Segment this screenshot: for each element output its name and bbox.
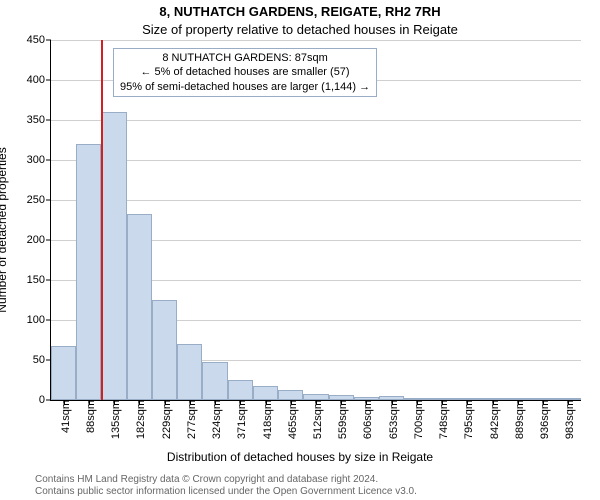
x-tick-label: 842sqm: [485, 400, 501, 439]
credit-line-1: Contains HM Land Registry data © Crown c…: [35, 474, 417, 486]
x-tick-label: 418sqm: [258, 400, 274, 439]
gridline: [51, 40, 581, 41]
x-tick-label: 559sqm: [333, 400, 349, 439]
x-tick-label: 88sqm: [81, 400, 97, 433]
histogram-bar: [127, 214, 152, 400]
x-tick-label: 983sqm: [560, 400, 576, 439]
histogram-bar: [253, 386, 278, 400]
x-tick-label: 465sqm: [283, 400, 299, 439]
y-tick-label: 400: [27, 74, 51, 86]
page-title: 8, NUTHATCH GARDENS, REIGATE, RH2 7RH: [0, 4, 600, 19]
x-tick-label: 889sqm: [510, 400, 526, 439]
histogram-bar: [101, 112, 126, 400]
credit-text: Contains HM Land Registry data © Crown c…: [35, 474, 417, 498]
chart-subtitle: Size of property relative to detached ho…: [0, 22, 600, 37]
x-axis-label: Distribution of detached houses by size …: [0, 450, 600, 464]
histogram-bar: [177, 344, 202, 400]
x-tick-label: 748sqm: [434, 400, 450, 439]
histogram-bar: [152, 300, 177, 400]
y-tick-label: 450: [27, 34, 51, 46]
plot-area: 8 NUTHATCH GARDENS: 87sqm ← 5% of detach…: [50, 40, 581, 401]
y-tick-label: 350: [27, 114, 51, 126]
x-tick-label: 41sqm: [56, 400, 72, 433]
annotation-line-3: 95% of semi-detached houses are larger (…: [120, 80, 370, 94]
y-axis-label: Number of detached properties: [0, 147, 9, 312]
x-tick-label: 795sqm: [459, 400, 475, 439]
histogram-bar: [76, 144, 101, 400]
x-tick-label: 277sqm: [182, 400, 198, 439]
y-tick-label: 300: [27, 154, 51, 166]
gridline: [51, 160, 581, 161]
x-tick-label: 371sqm: [232, 400, 248, 439]
y-tick-label: 150: [27, 274, 51, 286]
x-tick-label: 936sqm: [535, 400, 551, 439]
chart-container: 8, NUTHATCH GARDENS, REIGATE, RH2 7RH Si…: [0, 0, 600, 500]
gridline: [51, 120, 581, 121]
y-tick-label: 250: [27, 194, 51, 206]
x-tick-label: 229sqm: [157, 400, 173, 439]
x-tick-label: 135sqm: [106, 400, 122, 439]
annotation-line-1: 8 NUTHATCH GARDENS: 87sqm: [120, 51, 370, 65]
histogram-bar: [228, 380, 253, 400]
y-tick-label: 50: [33, 354, 51, 366]
x-tick-label: 700sqm: [409, 400, 425, 439]
histogram-bar: [202, 362, 227, 400]
y-tick-label: 200: [27, 234, 51, 246]
x-tick-label: 606sqm: [358, 400, 374, 439]
y-tick-label: 0: [39, 394, 51, 406]
property-marker-line: [101, 40, 103, 400]
histogram-bar: [278, 390, 303, 400]
credit-line-2: Contains public sector information licen…: [35, 486, 417, 498]
x-tick-label: 653sqm: [384, 400, 400, 439]
x-tick-label: 512sqm: [308, 400, 324, 439]
x-tick-label: 324sqm: [207, 400, 223, 439]
gridline: [51, 200, 581, 201]
x-tick-label: 182sqm: [131, 400, 147, 439]
y-tick-label: 100: [27, 314, 51, 326]
histogram-bar: [51, 346, 76, 400]
annotation-line-2: ← 5% of detached houses are smaller (57): [120, 65, 370, 79]
annotation-box: 8 NUTHATCH GARDENS: 87sqm ← 5% of detach…: [113, 48, 377, 97]
